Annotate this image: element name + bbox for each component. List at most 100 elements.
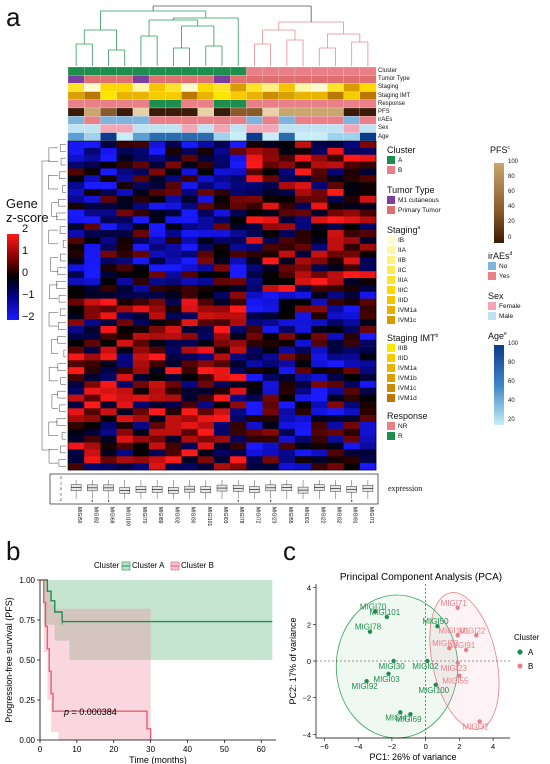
heatmap-cell [327,271,344,279]
heatmap-cell [343,449,361,457]
heatmap-cell [278,428,296,437]
legend-item-label: IVM1a [398,306,417,314]
heatmap-cell [149,141,166,149]
heatmap-cell [359,271,377,279]
heatmap-cell [100,463,117,471]
heatmap-cell [68,291,85,299]
heatmap-cell [343,141,361,149]
row-dendrogram-branch [48,312,58,327]
heatmap-cell [294,353,312,361]
heatmap-cell [116,394,134,402]
heatmap-cell [149,415,166,423]
heatmap-cell [100,456,117,464]
heatmap-cell [84,435,101,443]
heatmap-cell [359,360,377,368]
heatmap-cell [197,236,215,245]
legend-pfs-scale: 100 80 60 40 20 0 [478,155,548,243]
annotation-cell [181,83,198,92]
heatmap-cell [343,463,361,471]
heatmap-cell [84,236,101,245]
heatmap-cell [359,230,377,238]
annotation-cell [148,91,166,100]
heatmap-cell [359,202,377,210]
heatmap-cell [116,387,134,395]
heatmap-cell [246,154,263,162]
annotation-cell [165,132,182,141]
heatmap-cell [262,442,280,450]
heatmap-cell [311,387,328,395]
heatmap-cell [311,394,328,402]
heatmap-cell [262,415,280,423]
legend-iraes-sup: d [509,251,513,257]
heatmap-cell [116,415,134,423]
heatmap-cell [359,319,377,327]
heatmap-cell [327,401,344,409]
annotation-cell [262,66,280,76]
heatmap-cell [149,209,166,217]
heatmap-cell [197,195,215,203]
heatmap-cell [100,339,117,347]
legend-staging-title: Staginga [387,225,469,235]
heatmap-cell [294,401,312,409]
heatmap-cell [181,353,198,361]
heatmap-cell [262,202,280,210]
heatmap-cell [213,326,231,334]
row-dendrogram-branch [48,366,58,382]
heatmap-cell [132,422,150,430]
heatmap-cell [197,360,215,368]
heatmap-cell [149,394,166,402]
legend-item-label: IVM1b [398,374,417,382]
heatmap-cell [132,188,150,197]
pca-point [433,682,438,688]
heatmap-cell [165,161,182,169]
heatmap-cell [343,435,361,443]
heatmap-cell [262,339,280,347]
heatmap-cell [327,319,344,327]
heatmap-cell [278,209,296,217]
heatmap-cell [100,168,117,176]
heatmap-cell [246,298,263,306]
heatmap-cell [84,408,101,416]
heatmap-cell [311,250,328,258]
legend-cluster-title: Cluster [387,145,416,155]
legend-item: B [387,165,469,175]
heatmap-cell [359,408,377,416]
heatmap-cell [149,408,166,416]
heatmap-cell [100,147,117,156]
heatmap-cell [100,298,117,306]
heatmap-cell [149,168,166,176]
legend-item-label: Yes [499,272,510,280]
heatmap-cell [181,161,198,169]
heatmap-cell [181,415,198,423]
heatmap-cell [327,435,344,443]
heatmap-cell [197,387,215,395]
heatmap-cell [116,271,134,279]
annotation-cell [359,116,377,125]
heatmap-cell [149,346,166,354]
heatmap-cell [181,264,198,272]
heatmap-cell [132,168,150,176]
sample-label: MIGI91 [352,507,358,524]
annotation-cell [246,132,263,141]
heatmap-cell [68,202,85,210]
legend-swatch [387,256,395,264]
annotation-cell [132,66,150,76]
heatmap-cell [262,168,280,176]
heatmap-cell [68,374,85,382]
annotation-cell [213,75,231,84]
heatmap-cell [149,428,166,437]
row-dendrogram-branch [51,202,58,217]
heatmap-cell [262,422,280,430]
heatmap-cell [100,216,117,224]
heatmap-cell [149,360,166,368]
heatmap-cell [116,435,134,443]
annotation-cell [116,124,134,133]
heatmap-cell [165,243,182,251]
heatmap-cell [84,401,101,409]
heatmap-cell [294,168,312,176]
legend-item-label: R [398,432,403,440]
row-dendrogram-branch [58,294,66,303]
heatmap-cell [132,367,150,375]
heatmap-cell [311,230,328,238]
heatmap-cell [165,284,182,293]
